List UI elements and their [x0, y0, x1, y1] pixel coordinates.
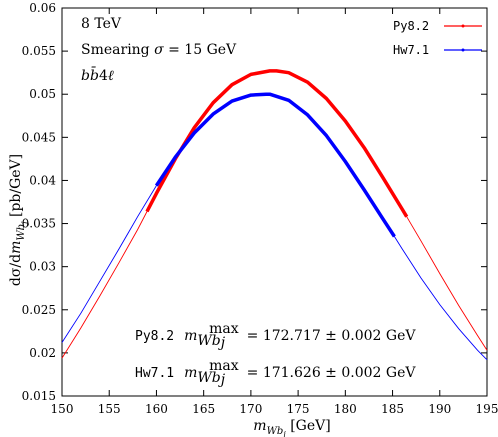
plot-frame [61, 7, 488, 397]
x-tick-label: 190 [428, 402, 451, 416]
y-axis-title: dσ/dmWbj [pb/GeV] [8, 154, 29, 286]
x-tick-label: 160 [145, 402, 168, 416]
x-tick-label: 180 [334, 402, 357, 416]
legend: Py8.2 Hw7.1 [393, 19, 482, 57]
annotation-energy: 8 TeV [81, 16, 122, 32]
ticks [61, 7, 488, 397]
result-py8: Py8.2 mWbjmax = 172.717 ± 0.002 GeV [135, 320, 416, 351]
y-tick-label: 0.055 [22, 44, 56, 58]
legend-label-hw7: Hw7.1 [393, 43, 429, 57]
y-tick-label: 0.04 [29, 173, 56, 187]
x-tick-label: 175 [287, 402, 310, 416]
x-tick-label: 170 [239, 402, 262, 416]
x-tick-label: 185 [381, 402, 404, 416]
annotation-process: bb̄4ℓ [81, 66, 114, 84]
tick-labels: 150 155 160 165 170 175 180 185 190 195 0.015 0.02 0… [22, 1, 498, 416]
y-tick-label: 0.025 [22, 303, 56, 317]
series-fit-0 [145, 69, 409, 218]
y-tick-label: 0.03 [29, 260, 56, 274]
y-tick-label: 0.015 [22, 389, 56, 403]
y-tick-label: 0.035 [22, 217, 56, 231]
legend-marker-1 [461, 48, 465, 52]
y-tick-label: 0.02 [29, 346, 56, 360]
result-hw7: Hw7.1 mWbjmax = 171.626 ± 0.002 GeV [135, 357, 416, 388]
annotation-smearing: Smearing σ = 15 GeV [81, 42, 237, 58]
series-line-1 [61, 93, 488, 361]
x-tick-label: 195 [476, 402, 498, 416]
x-tick-label: 150 [51, 402, 74, 416]
x-axis-title: mWbj [GeV] [253, 418, 330, 437]
legend-marker-0 [461, 24, 465, 28]
legend-label-py8: Py8.2 [393, 19, 429, 33]
y-tick-label: 0.045 [22, 130, 56, 144]
y-tick-label: 0.05 [29, 87, 56, 101]
x-tick-label: 165 [192, 402, 215, 416]
series-fit-1 [154, 92, 396, 238]
series-line-0 [61, 70, 488, 359]
series-layer [61, 69, 488, 361]
y-tick-label: 0.06 [29, 1, 56, 15]
x-tick-label: 155 [98, 402, 121, 416]
